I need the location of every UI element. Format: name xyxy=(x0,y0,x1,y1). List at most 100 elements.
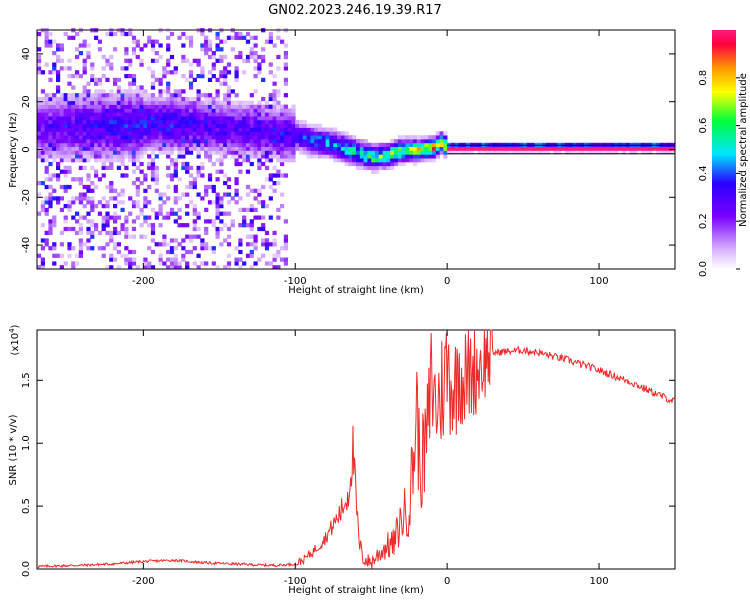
spectrogram-cell xyxy=(401,158,406,163)
spectrogram-cell xyxy=(124,58,129,63)
spectrogram-cell xyxy=(215,196,220,201)
spectrogram-cell xyxy=(63,219,68,224)
spectrogram-cell xyxy=(158,96,163,102)
spectrogram-cell xyxy=(318,123,323,128)
spectrogram-cell xyxy=(90,116,95,121)
spectrogram-cell xyxy=(253,135,258,140)
spectrogram-cell xyxy=(223,81,228,86)
spectrogram-cell xyxy=(158,81,163,86)
spectrogram-cell xyxy=(139,112,144,117)
spectrogram-cell xyxy=(116,230,121,236)
spectrogram-cell xyxy=(234,100,239,105)
spectrogram-cell xyxy=(150,70,156,75)
spectrogram-cell xyxy=(139,96,144,102)
spectrogram-cell xyxy=(257,257,262,262)
spectrogram-cell xyxy=(113,154,118,159)
spectrogram-cell xyxy=(245,223,251,228)
spectrogram-cell xyxy=(109,154,114,159)
spectrogram-cell xyxy=(113,47,118,52)
spectrogram-cell xyxy=(200,242,205,247)
spectrogram-cell xyxy=(82,39,87,44)
spectrogram-cell xyxy=(420,158,425,163)
spectrogram-cell xyxy=(196,74,201,79)
spectrogram-cell xyxy=(97,150,102,155)
spectrogram-cell xyxy=(82,104,87,109)
spectrogram-cell xyxy=(257,188,262,193)
spectrogram-cell xyxy=(86,177,91,182)
spectrogram-cell xyxy=(90,150,95,155)
spectrogram-cell xyxy=(215,158,220,163)
spectrogram-cell xyxy=(154,139,159,144)
spectrogram-cell xyxy=(207,39,213,44)
spectrogram-cell xyxy=(97,127,102,132)
spectrogram-cell xyxy=(52,196,57,201)
spectrogram-cell xyxy=(97,200,102,205)
spectrogram-cell xyxy=(261,215,266,220)
spectrogram-cell xyxy=(253,127,258,132)
spectrogram-cell xyxy=(105,204,110,209)
spectrogram-cell xyxy=(215,204,220,209)
spectrogram-cell xyxy=(238,123,243,128)
spectrogram-cell xyxy=(185,123,190,128)
spectrogram-cell xyxy=(139,139,144,144)
spectrogram-cell xyxy=(143,215,148,220)
spectrogram-cell xyxy=(71,119,76,125)
spectrogram-cell xyxy=(48,93,53,98)
spectrogram-cell xyxy=(306,131,311,136)
spectrogram-cell xyxy=(211,96,216,102)
spectrogram-cell xyxy=(337,131,342,136)
spectrogram-cell xyxy=(105,112,110,117)
spectrogram-cell xyxy=(101,158,106,163)
spectrogram-cell xyxy=(166,93,171,98)
spectrogram-cell xyxy=(90,77,95,83)
spectrogram-cell xyxy=(131,257,137,262)
spectrogram-cell xyxy=(230,119,235,125)
spectrogram-cell xyxy=(485,146,490,151)
spectrogram-cell xyxy=(283,261,288,266)
spectrogram-cell xyxy=(139,127,144,132)
spectrogram-cell xyxy=(295,139,300,144)
spectrogram-cell xyxy=(94,35,99,40)
spectrogram-cell xyxy=(52,119,57,125)
spectrogram-cell xyxy=(113,131,118,136)
spectrogram-cell xyxy=(378,161,383,167)
spectrogram-cell xyxy=(329,131,334,136)
spectrogram-cell xyxy=(230,108,235,113)
spectrogram-cell xyxy=(52,188,57,193)
spectrogram-cell xyxy=(321,154,326,159)
spectrogram-cell xyxy=(154,123,159,128)
spectrogram-cell xyxy=(242,223,247,228)
spectrogram-cell xyxy=(356,165,361,171)
spectrogram-cell xyxy=(192,112,197,117)
spectrogram-cell xyxy=(166,123,171,128)
spectrogram-cell xyxy=(48,200,53,205)
spectrogram-cell xyxy=(143,119,148,125)
spectrogram-cell xyxy=(333,146,338,151)
spectrogram-cell xyxy=(52,104,57,109)
spectrogram-cell xyxy=(128,108,133,113)
spectrogram-cell xyxy=(169,257,175,262)
spectrogram-cell xyxy=(219,154,224,159)
spectrogram-cell xyxy=(120,31,125,37)
spectrogram-cell xyxy=(75,127,80,132)
spectrogram-cell xyxy=(215,104,220,109)
spectrogram-cell xyxy=(181,135,186,140)
spectrogram-cell xyxy=(249,108,254,113)
spectrogram-cell xyxy=(223,173,228,178)
spectrogram-cell xyxy=(86,158,91,163)
spectrogram-cell xyxy=(276,207,281,213)
spectrogram-cell xyxy=(105,154,110,159)
spectrogram-cell xyxy=(63,104,68,109)
spectrogram-cell xyxy=(291,116,296,121)
spectrogram-cell xyxy=(310,127,315,132)
spectrogram-cell xyxy=(253,238,258,243)
spectrogram-cell xyxy=(261,161,266,167)
spectrogram-cell xyxy=(169,173,175,178)
spectrogram-cell xyxy=(131,112,137,117)
spectrogram-cell xyxy=(276,127,281,132)
spectrogram-cell xyxy=(204,219,209,224)
spectrogram-cell xyxy=(37,211,42,216)
spectrogram-cell xyxy=(310,131,315,136)
spectrogram-cell xyxy=(394,161,399,167)
spectrogram-cell xyxy=(207,43,213,48)
